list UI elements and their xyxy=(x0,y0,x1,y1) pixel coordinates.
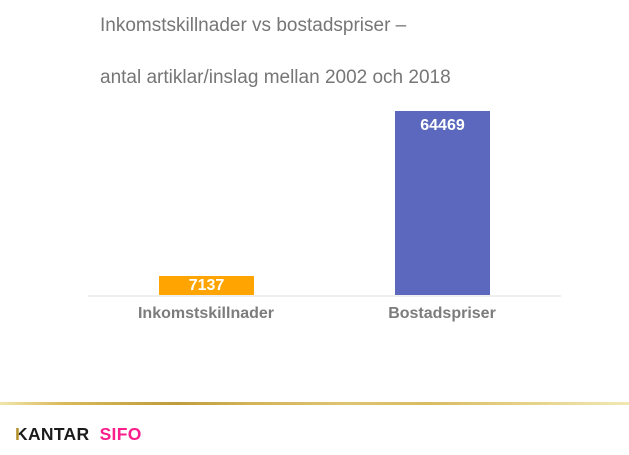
bar-value-label: 64469 xyxy=(420,117,465,134)
logo-kantar-k: K xyxy=(15,424,28,444)
kantar-sifo-logo: KANTAR SIFO xyxy=(15,424,142,445)
category-label-inkomstskillnader: Inkomstskillnader xyxy=(137,305,275,322)
bar-value-label: 7137 xyxy=(188,277,225,294)
logo-kantar-rest: ANTAR xyxy=(27,424,90,444)
x-axis-baseline xyxy=(88,295,561,297)
logo-kantar: KANTAR xyxy=(15,424,89,444)
bar-inkomstskillnader: 7137 xyxy=(159,276,254,296)
chart-title: Inkomstskillnader vs bostadspriser – ant… xyxy=(100,13,451,91)
logo-sifo: SIFO xyxy=(99,424,142,444)
category-label-bostadspriser: Bostadspriser xyxy=(388,305,496,322)
chart-title-line2: antal artiklar/inslag mellan 2002 och 20… xyxy=(100,67,451,88)
bar-bostadspriser: 64469 xyxy=(395,111,490,296)
gold-divider-line xyxy=(0,402,629,405)
chart-title-line1: Inkomstskillnader vs bostadspriser – xyxy=(100,15,407,36)
